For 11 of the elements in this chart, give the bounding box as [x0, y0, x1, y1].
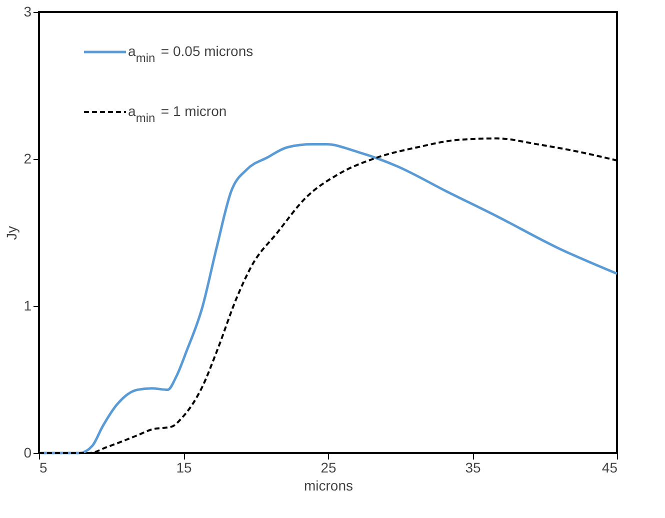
x-tick-label: 35: [465, 460, 481, 476]
y-tick-label: 0: [24, 444, 32, 460]
y-tick-label: 3: [24, 4, 32, 20]
x-axis-title: microns: [304, 478, 354, 494]
x-tick-label: 45: [602, 460, 618, 476]
x-tick-label: 15: [176, 460, 192, 476]
y-tick-label: 1: [24, 298, 32, 314]
x-tick-label: 5: [40, 460, 48, 476]
y-tick-label: 2: [24, 150, 32, 166]
y-axis-title: Jy: [4, 226, 20, 240]
x-tick-label: 25: [320, 460, 336, 476]
